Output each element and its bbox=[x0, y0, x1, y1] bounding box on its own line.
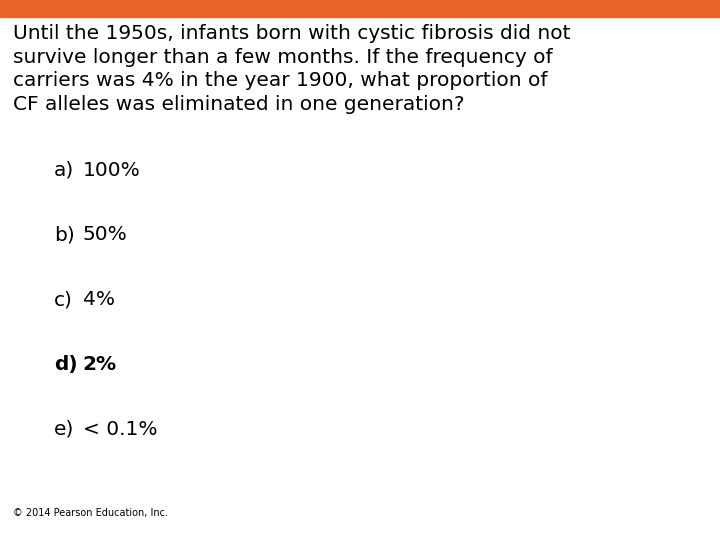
Text: 4%: 4% bbox=[83, 290, 114, 309]
Text: 100%: 100% bbox=[83, 160, 140, 180]
Text: 50%: 50% bbox=[83, 225, 127, 245]
Text: a): a) bbox=[54, 160, 74, 180]
Text: 2%: 2% bbox=[83, 355, 117, 374]
Bar bbox=[0, 0, 720, 17]
Text: Until the 1950s, infants born with cystic fibrosis did not
survive longer than a: Until the 1950s, infants born with cysti… bbox=[13, 24, 570, 114]
Text: d): d) bbox=[54, 355, 78, 374]
Text: © 2014 Pearson Education, Inc.: © 2014 Pearson Education, Inc. bbox=[13, 508, 168, 518]
Text: < 0.1%: < 0.1% bbox=[83, 420, 157, 439]
Text: c): c) bbox=[54, 290, 73, 309]
Text: e): e) bbox=[54, 420, 74, 439]
Text: b): b) bbox=[54, 225, 75, 245]
